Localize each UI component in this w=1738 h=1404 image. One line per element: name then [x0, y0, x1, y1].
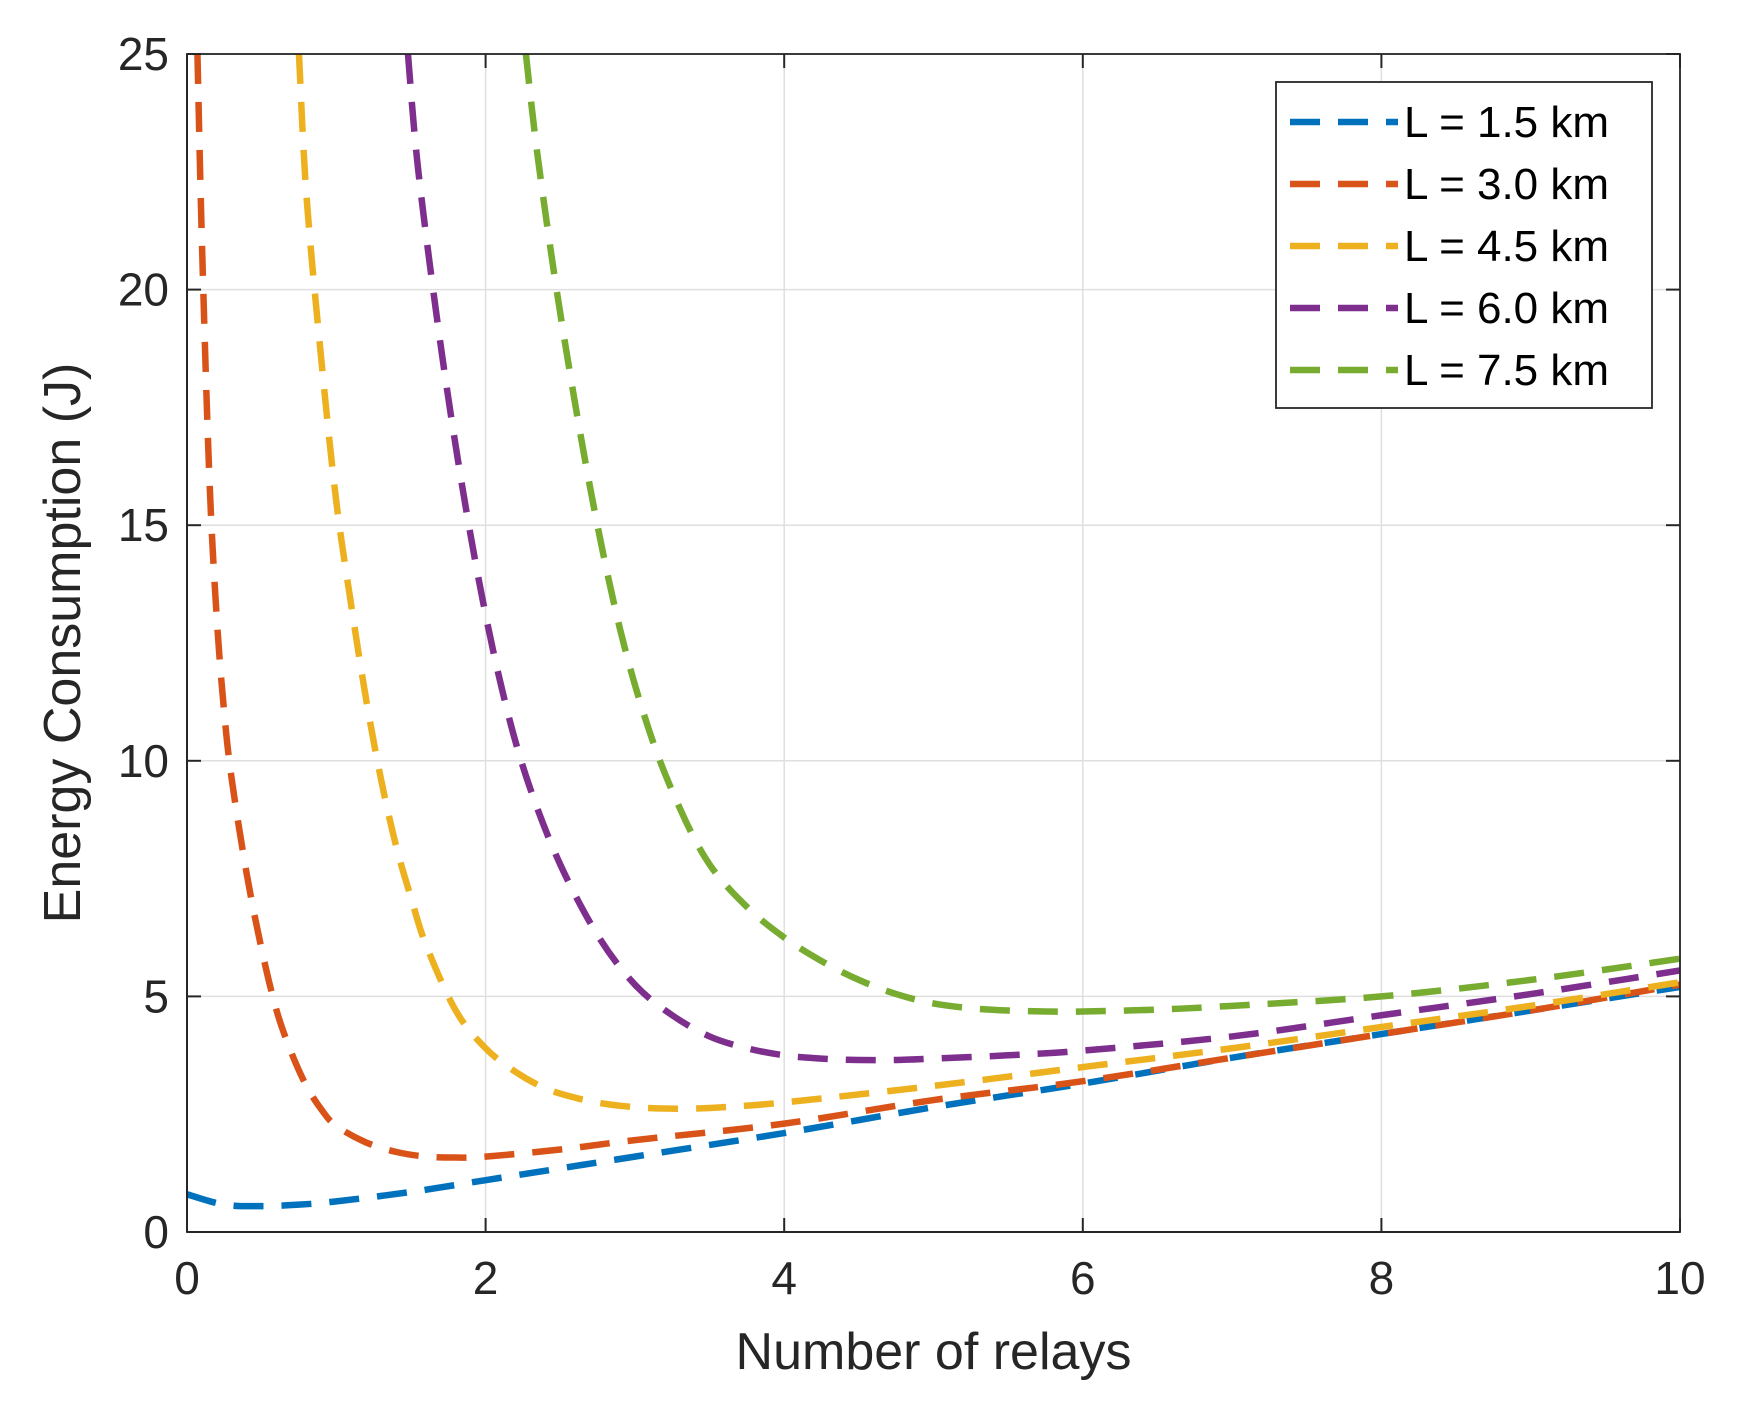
y-axis-label: Energy Consumption (J) [34, 363, 92, 924]
y-tick-label: 10 [118, 735, 169, 787]
series-line-3 [295, 54, 1680, 1112]
y-tick-label: 0 [143, 1206, 169, 1258]
x-tick-label: 0 [174, 1252, 200, 1304]
x-tick-label: 4 [771, 1252, 797, 1304]
x-tick-label: 6 [1070, 1252, 1096, 1304]
x-axis-label: Number of relays [736, 1323, 1132, 1381]
plot-lines [187, 54, 1680, 1210]
y-tick-label: 20 [118, 264, 169, 316]
legend-label: L = 3.0 km [1404, 160, 1609, 209]
y-tick-label: 15 [118, 499, 169, 551]
x-tick-label: 2 [473, 1252, 499, 1304]
legend-label: L = 6.0 km [1404, 284, 1609, 333]
legend-label: L = 1.5 km [1404, 98, 1609, 147]
legend-label: L = 7.5 km [1404, 346, 1609, 395]
legend: L = 1.5 km L = 3.0 km L = 4.5 km L = 6.0 km… [1275, 81, 1653, 409]
series-line-1 [187, 983, 1680, 1210]
y-tick-label: 25 [118, 28, 169, 80]
x-tick-label: 8 [1369, 1252, 1395, 1304]
y-tick-label: 5 [143, 970, 169, 1022]
x-tick-label: 10 [1654, 1252, 1705, 1304]
legend-label: L = 4.5 km [1404, 222, 1609, 271]
tick-labels: 0 2 4 6 8 10 0 5 10 15 20 25 [118, 28, 1706, 1304]
series-line-5 [522, 54, 1680, 1015]
axes [186, 53, 1681, 1233]
series-line-4 [404, 54, 1680, 1064]
